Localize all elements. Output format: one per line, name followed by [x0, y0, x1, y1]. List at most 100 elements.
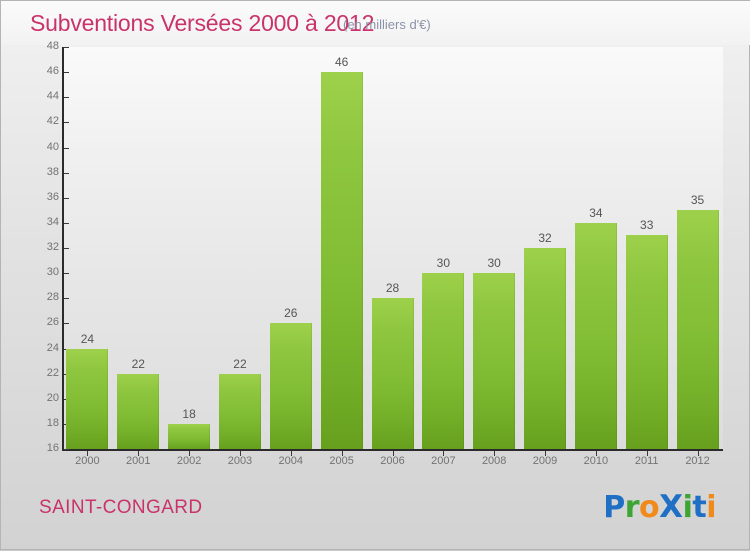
y-axis-line: [62, 47, 64, 451]
logo-letter-5: t: [692, 490, 707, 525]
bar-value-label-2008: 30: [487, 256, 501, 271]
y-axis-tick-label: 36: [46, 190, 59, 203]
y-axis-tick: [64, 47, 69, 48]
x-axis-label-2004: 2004: [278, 455, 304, 467]
x-axis-tick: [290, 451, 292, 456]
commune-name: SAINT-CONGARD: [39, 497, 203, 518]
x-axis-line: [62, 449, 723, 451]
proxiti-logo[interactable]: ProXiti: [603, 489, 716, 525]
chart-header: Subventions Versées 2000 à 2012 (en mill…: [1, 1, 750, 45]
x-axis-label-2005: 2005: [329, 455, 354, 467]
x-axis-label-2010: 2010: [583, 455, 609, 467]
bar-2001[interactable]: [117, 373, 160, 449]
bar-2012[interactable]: [676, 210, 719, 449]
x-axis-tick: [87, 451, 89, 456]
page-title: Subventions Versées 2000 à 2012: [30, 10, 375, 36]
x-axis-tick: [494, 451, 496, 456]
bar-2009[interactable]: [524, 248, 567, 449]
x-axis-label-2007: 2007: [431, 455, 456, 467]
y-axis-tick-label: 46: [46, 65, 59, 78]
x-axis-label-2002: 2002: [176, 455, 202, 467]
bar-2008[interactable]: [473, 273, 516, 449]
bar-value-label-2005: 46: [334, 55, 349, 70]
bar-2000[interactable]: [66, 348, 109, 449]
logo-letter-1: r: [624, 490, 640, 525]
y-axis-tick-label: 42: [46, 115, 59, 128]
y-axis-tick: [64, 97, 69, 99]
bar-2004[interactable]: [269, 323, 312, 449]
bar-value-label-2003: 22: [233, 356, 247, 371]
bar-2003[interactable]: [218, 373, 261, 449]
x-axis-label-2001: 2001: [126, 455, 151, 467]
bar-2007[interactable]: [422, 273, 465, 449]
y-axis-tick-label: 32: [46, 241, 59, 253]
y-axis-tick: [64, 248, 69, 249]
y-axis-tick: [64, 298, 69, 300]
y-axis-tick-label: 22: [46, 366, 59, 379]
bar-2006[interactable]: [371, 298, 414, 449]
x-axis-label-2006: 2006: [380, 455, 405, 467]
bar-value-label-2004: 26: [284, 306, 298, 321]
y-axis-tick-label: 26: [46, 316, 59, 329]
bar-2011[interactable]: [625, 235, 668, 449]
y-axis-tick: [64, 449, 69, 450]
y-axis-tick-label: 20: [46, 391, 59, 404]
bar-value-label-2011: 33: [640, 218, 654, 233]
x-axis-tick: [189, 451, 191, 456]
y-axis-tick: [64, 147, 69, 149]
x-axis-tick: [595, 451, 597, 456]
x-axis-tick: [545, 451, 547, 456]
y-axis-tick: [64, 323, 69, 325]
x-axis-tick: [138, 451, 140, 456]
x-axis-label-2003: 2003: [227, 455, 253, 467]
y-axis-tick-label: 34: [46, 215, 59, 228]
y-axis-tick-label: 18: [46, 416, 59, 429]
y-axis-tick: [64, 273, 69, 275]
bar-value-label-2001: 22: [131, 356, 145, 371]
bar-value-label-2012: 35: [690, 193, 705, 208]
logo-letter-3: X: [659, 489, 683, 525]
y-axis-tick-label: 30: [46, 266, 59, 279]
bar-value-label-2010: 34: [589, 205, 603, 220]
y-axis-tick-label: 38: [46, 165, 59, 178]
x-axis-label-2009: 2009: [532, 455, 558, 467]
x-axis-label-2008: 2008: [481, 455, 507, 467]
bar-value-label-2002: 18: [182, 406, 196, 421]
y-axis-tick: [64, 172, 69, 174]
chart-subtitle: (en milliers d'€): [343, 17, 431, 32]
bar-value-label-2007: 30: [436, 256, 451, 271]
plot-area: 16 18 20 22 24 26 28 30 32 34 36 38 40 42 44 46 48 24 22 1…: [29, 41, 723, 467]
y-axis-tick: [64, 122, 69, 124]
x-axis-tick: [646, 451, 648, 456]
bar-value-label-2000: 24: [80, 331, 95, 346]
y-axis-tick-label: 44: [46, 90, 59, 103]
logo-letter-2: o: [639, 490, 660, 525]
logo-letter-6: i: [706, 490, 716, 525]
y-axis-tick-label: 48: [46, 40, 59, 52]
y-axis-tick-label: 28: [46, 291, 59, 304]
y-axis-tick: [64, 222, 69, 224]
y-axis-tick: [64, 197, 69, 199]
bar-2010[interactable]: [574, 222, 617, 449]
x-axis-label-2000: 2000: [75, 455, 100, 467]
y-axis-tick: [64, 72, 69, 74]
x-axis-tick: [392, 451, 394, 456]
bar-value-label-2006: 28: [385, 281, 400, 296]
y-axis-tick-label: 24: [46, 341, 59, 354]
x-axis-tick: [239, 451, 241, 456]
x-axis-tick: [443, 451, 445, 456]
bar-2005[interactable]: [320, 72, 363, 449]
x-axis-label-2011: 2011: [634, 455, 659, 467]
y-axis-tick-label: 16: [46, 442, 59, 454]
x-axis-tick: [341, 451, 343, 456]
bar-2002[interactable]: [168, 423, 211, 449]
logo-letter-0: P: [603, 490, 625, 525]
chart-footer: SAINT-CONGARD ProXiti: [1, 479, 750, 551]
x-axis-tick: [697, 451, 699, 456]
bar-value-label-2009: 32: [538, 231, 552, 245]
y-axis-tick-label: 40: [46, 140, 59, 153]
x-axis-label-2012: 2012: [685, 455, 710, 467]
logo-letter-4: i: [682, 490, 693, 525]
y-axis-labels: 16 18 20 22 24 26 28 30 32 34 36 38 40 42 44 46 48: [29, 41, 59, 454]
